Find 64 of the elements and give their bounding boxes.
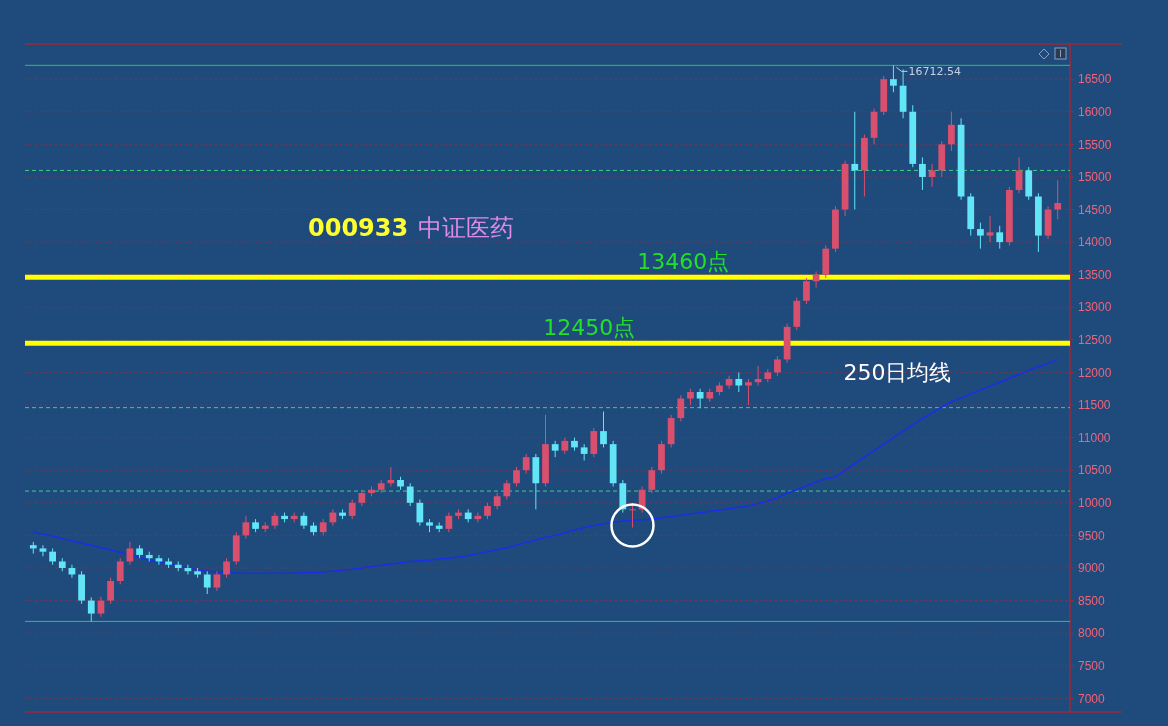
candlestick <box>445 512 453 533</box>
candlestick <box>648 466 656 494</box>
candlestick <box>890 64 897 93</box>
y-tick-label: 9000 <box>1078 561 1106 576</box>
candlestick <box>948 111 955 152</box>
candlestick <box>522 453 530 474</box>
annotation: 16712.54 <box>908 65 961 79</box>
candlestick <box>725 375 733 390</box>
y-tick-label: 9500 <box>1078 528 1106 543</box>
y-tick-label: 8500 <box>1078 593 1106 608</box>
y-tick-label: 14000 <box>1078 235 1112 250</box>
y-tick-label: 12000 <box>1078 365 1112 380</box>
candlestick <box>851 111 859 211</box>
ref-line-label: 13460点 <box>637 249 730 275</box>
candlestick <box>919 156 926 191</box>
text: 000933 <box>308 214 409 242</box>
candlestick <box>986 215 994 243</box>
candlestick <box>600 411 607 448</box>
candlestick <box>87 596 95 622</box>
y-tick-label: 16000 <box>1078 104 1112 119</box>
candlestick <box>754 365 762 386</box>
candlestick <box>590 427 598 458</box>
y-tick-label: 11000 <box>1078 430 1111 445</box>
candlestick <box>1054 179 1062 220</box>
candlestick <box>39 544 47 557</box>
candlestick <box>735 371 743 393</box>
candlestick <box>107 577 114 605</box>
candlestick <box>503 479 511 501</box>
candlestick <box>513 466 520 488</box>
candlestick <box>696 388 704 409</box>
candlestick <box>677 394 685 422</box>
y-tick-label: 8000 <box>1078 626 1106 641</box>
y-tick-label: 10500 <box>1078 463 1112 478</box>
candlestick <box>387 466 395 488</box>
candlestick <box>213 570 221 592</box>
y-tick-label: 15000 <box>1078 170 1112 185</box>
y-tick-label: 11500 <box>1078 398 1111 413</box>
candlestick <box>116 557 124 585</box>
y-tick-label: 15500 <box>1078 137 1112 152</box>
candlestick <box>977 222 984 250</box>
line-series <box>32 358 1059 574</box>
candlestick <box>416 499 424 527</box>
y-tick-label: 10000 <box>1078 496 1112 510</box>
series-label: 250日均线 <box>843 359 952 385</box>
y-tick-label: 13500 <box>1078 267 1112 282</box>
y-tick-label: 7500 <box>1078 658 1106 673</box>
text: 中证医药 <box>418 214 515 242</box>
candlestick <box>1015 156 1023 194</box>
candlestick <box>803 277 810 305</box>
y-tick-label: 14500 <box>1078 202 1112 217</box>
candlestick <box>406 482 414 507</box>
candlestick <box>928 163 936 188</box>
y-tick-label: 16500 <box>1078 72 1112 87</box>
candlestick <box>329 508 337 527</box>
candlestick <box>774 355 781 377</box>
y-tick-label: 12500 <box>1078 333 1112 348</box>
candlestick <box>203 570 211 595</box>
candlestick <box>745 378 752 406</box>
candlestick <box>348 499 356 520</box>
y-tick-label: 7000 <box>1078 691 1106 706</box>
ref-line-label: 12450点 <box>543 315 636 341</box>
candlestick <box>223 557 230 579</box>
y-tick-label: 13000 <box>1078 300 1112 315</box>
candlestick <box>996 225 1004 250</box>
